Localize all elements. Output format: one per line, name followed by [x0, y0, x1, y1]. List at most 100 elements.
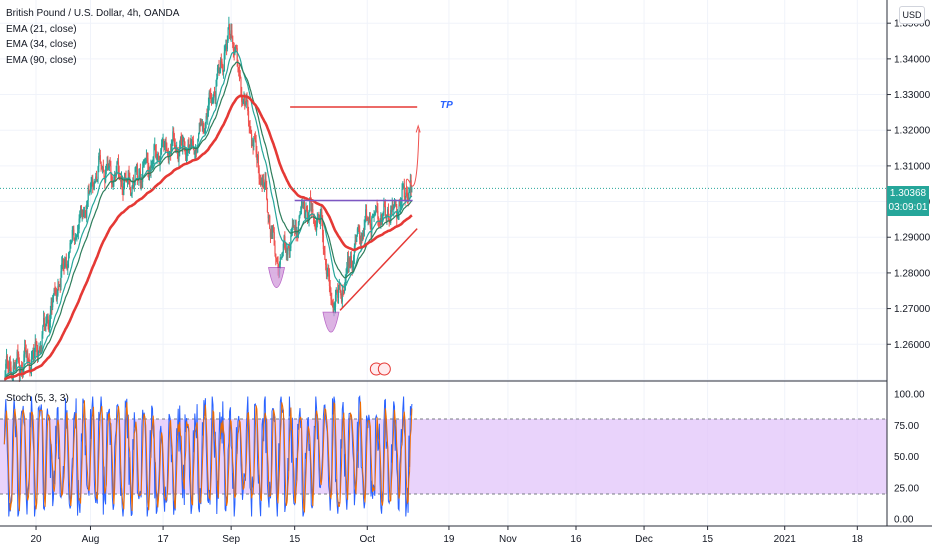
- candle-body: [399, 203, 402, 207]
- candle-body: [142, 165, 145, 168]
- candle-body: [225, 46, 227, 49]
- candle-body: [402, 185, 405, 187]
- candle-body: [194, 152, 196, 154]
- candle-body: [198, 133, 200, 139]
- candle-body: [244, 95, 246, 103]
- stoch-k-line: [3, 394, 413, 517]
- candle-body: [98, 155, 101, 157]
- candle-body: [101, 165, 103, 168]
- candle-body: [23, 354, 25, 369]
- candle-body: [151, 162, 154, 164]
- event-flag-icon[interactable]: [377, 362, 391, 376]
- candle-body: [328, 274, 331, 287]
- candle-body: [207, 113, 209, 118]
- trendline[interactable]: [339, 228, 418, 311]
- candle-body: [183, 138, 185, 149]
- candle-body: [401, 188, 403, 202]
- candle-body: [174, 143, 176, 149]
- candle-body: [305, 207, 307, 214]
- candle-body: [157, 156, 160, 157]
- candle-body: [11, 377, 14, 379]
- candle-body: [131, 186, 133, 194]
- candle-body: [258, 167, 260, 179]
- candle-body: [287, 246, 289, 255]
- candle-body: [370, 226, 372, 234]
- candle-body: [228, 24, 230, 28]
- candle-body: [86, 200, 89, 205]
- candle-body: [58, 286, 60, 288]
- candle-body: [193, 148, 195, 154]
- ema-90-legend[interactable]: EMA (90, close): [6, 55, 77, 66]
- candle-body: [132, 180, 134, 187]
- candle-body: [213, 93, 216, 96]
- candle-body: [334, 307, 336, 311]
- candle-body: [5, 363, 7, 377]
- candle-body: [63, 264, 65, 269]
- candle-body: [408, 192, 410, 202]
- candle-body: [373, 213, 375, 216]
- candle-body: [61, 262, 64, 264]
- candle-body: [238, 71, 241, 75]
- candle-body: [298, 216, 300, 222]
- candle-body: [281, 256, 283, 258]
- candle-body: [270, 232, 272, 238]
- candle-body: [306, 207, 308, 211]
- time-tick-label: 16: [570, 534, 582, 545]
- candle-body: [185, 154, 188, 161]
- candle-body: [42, 326, 44, 335]
- candle-body: [285, 249, 287, 253]
- candle-body: [51, 301, 53, 308]
- candle-body: [36, 342, 38, 353]
- currency-label: USD: [902, 10, 922, 20]
- ema-21-legend[interactable]: EMA (21, close): [6, 24, 77, 35]
- candle-body: [55, 292, 57, 294]
- candle-body: [331, 299, 333, 303]
- candle-body: [108, 167, 110, 169]
- candle-body: [40, 345, 42, 349]
- price-tick-label: 1.29000: [894, 233, 931, 244]
- stoch-legend[interactable]: Stoch (5, 3, 3): [6, 393, 69, 404]
- candle-body: [201, 124, 203, 126]
- candle-body: [311, 208, 313, 212]
- candle-body: [357, 226, 359, 229]
- price-tick-label: 1.33000: [894, 90, 931, 101]
- candle-body: [8, 362, 11, 372]
- candle-body: [364, 221, 366, 228]
- candle-body: [211, 98, 213, 103]
- candle-body: [271, 232, 273, 233]
- candle-body: [39, 345, 42, 351]
- candle-body: [190, 140, 192, 146]
- candle-body: [197, 138, 199, 149]
- candle-body: [182, 138, 185, 140]
- candle-body: [120, 178, 122, 182]
- ema-21-line: [4, 50, 413, 380]
- symbol-title[interactable]: British Pound / U.S. Dollar, 4h, OANDA: [6, 8, 180, 19]
- stoch-tick-label: 25.00: [894, 483, 919, 494]
- candle-body: [219, 70, 221, 72]
- candle-body: [315, 224, 318, 231]
- candle-body: [105, 167, 107, 170]
- candle-body: [344, 277, 346, 291]
- candle-body: [243, 95, 245, 102]
- candle-body: [220, 60, 222, 62]
- candle-body: [294, 227, 297, 229]
- price-tick-label: 1.32000: [894, 126, 931, 137]
- candle-body: [361, 235, 363, 239]
- candle-body: [236, 48, 238, 61]
- candle-body: [161, 142, 163, 144]
- currency-button[interactable]: USD: [899, 6, 925, 24]
- time-tick-label: 15: [289, 534, 301, 545]
- ema-34-legend[interactable]: EMA (34, close): [6, 39, 77, 50]
- candle-body: [116, 162, 118, 173]
- candle-body: [274, 245, 276, 254]
- candle-body: [26, 355, 28, 357]
- candle-body: [204, 131, 206, 133]
- candle-body: [164, 141, 166, 147]
- candle-body: [162, 139, 164, 143]
- candle-body: [374, 211, 377, 214]
- candle-body: [163, 139, 165, 147]
- candle-body: [384, 203, 386, 207]
- candle-body: [294, 227, 296, 229]
